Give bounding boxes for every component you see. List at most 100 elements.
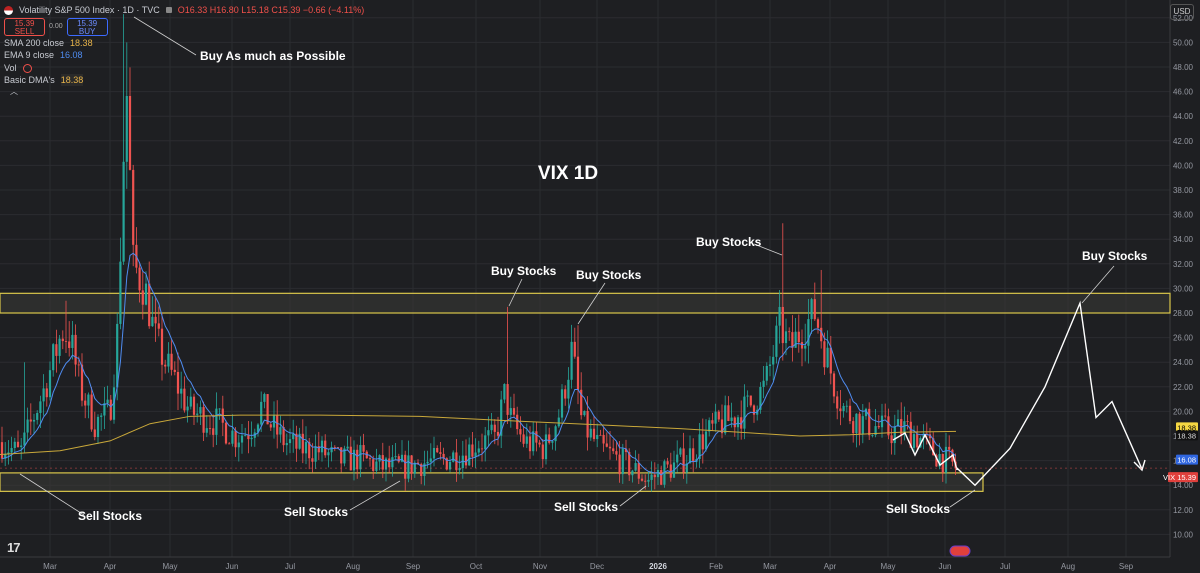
candle-body bbox=[820, 327, 823, 342]
candle-body bbox=[599, 434, 602, 436]
y-tick-label: 40.00 bbox=[1173, 161, 1194, 170]
candle-body bbox=[708, 420, 711, 432]
candle-body bbox=[420, 464, 423, 476]
candle-body bbox=[282, 427, 285, 446]
candle-body bbox=[839, 408, 842, 412]
candle-body bbox=[676, 454, 679, 463]
x-tick-label: May bbox=[880, 562, 895, 571]
candle-body bbox=[10, 447, 13, 453]
annotation-pointer bbox=[133, 16, 197, 56]
candle-body bbox=[858, 413, 861, 435]
candle-body bbox=[912, 434, 916, 448]
indicator-sma[interactable]: SMA 200 close 18.38 bbox=[4, 37, 93, 48]
candle-body bbox=[775, 325, 778, 357]
candle-body bbox=[608, 446, 612, 449]
price-label: 18.38 bbox=[1177, 423, 1196, 432]
candle-body bbox=[32, 419, 36, 422]
candle-body bbox=[381, 455, 384, 470]
zone-rect bbox=[0, 292, 1171, 314]
candle-body bbox=[71, 334, 74, 348]
y-tick-label: 46.00 bbox=[1173, 88, 1194, 97]
candle-body bbox=[682, 448, 685, 473]
candle-body bbox=[653, 474, 656, 478]
candle-body bbox=[263, 394, 266, 402]
price-label-bg bbox=[1168, 472, 1198, 483]
y-tick-label: 14.00 bbox=[1173, 481, 1194, 490]
annotation-label: Buy Stocks bbox=[491, 264, 557, 278]
symbol-title[interactable]: Volatility S&P 500 Index · 1D · TVC bbox=[19, 5, 160, 15]
candle-body bbox=[154, 316, 157, 324]
annotation-pointer bbox=[19, 473, 85, 516]
candle-body bbox=[471, 444, 474, 457]
x-tick-label: Oct bbox=[470, 562, 483, 571]
candle-body bbox=[407, 455, 410, 479]
candle-body bbox=[167, 353, 170, 367]
candle-body bbox=[58, 338, 61, 356]
price-label: 16.08 bbox=[1177, 456, 1196, 465]
candle-body bbox=[650, 474, 653, 480]
candle-body bbox=[688, 448, 692, 464]
price-label-bg bbox=[1176, 430, 1198, 441]
candle-body bbox=[759, 386, 762, 410]
candle-body bbox=[666, 461, 669, 465]
candle-body bbox=[240, 435, 244, 443]
y-tick-label: 28.00 bbox=[1173, 309, 1194, 318]
candle-body bbox=[733, 417, 736, 428]
candle-body bbox=[567, 379, 570, 399]
candle-body bbox=[746, 395, 749, 397]
sell-button[interactable]: 15.39 SELL bbox=[4, 18, 45, 36]
candle-body bbox=[461, 455, 464, 469]
x-tick-label: Jun bbox=[226, 562, 239, 571]
candle-body bbox=[928, 434, 932, 439]
candle-body bbox=[903, 421, 906, 435]
candle-body bbox=[474, 452, 477, 457]
candle-body bbox=[205, 428, 208, 433]
market-status-icon bbox=[165, 7, 172, 13]
y-tick-label: 36.00 bbox=[1173, 211, 1194, 220]
indicator-vol[interactable]: Vol bbox=[4, 62, 364, 74]
x-tick-label: Apr bbox=[104, 562, 117, 571]
x-tick-label: May bbox=[162, 562, 177, 571]
collapse-chevron-icon[interactable]: ︿ bbox=[10, 87, 18, 96]
candle-body bbox=[36, 413, 39, 420]
candle-body bbox=[61, 338, 64, 342]
candle-body bbox=[832, 373, 836, 397]
candle-body bbox=[0, 442, 4, 459]
candle-body bbox=[810, 299, 813, 320]
candle-body bbox=[90, 394, 93, 430]
indicator-ema[interactable]: EMA 9 close 16.08 bbox=[4, 50, 83, 60]
candle-body bbox=[538, 442, 541, 445]
candle-body bbox=[87, 394, 90, 406]
event-marker-icon bbox=[949, 545, 971, 557]
candle-body bbox=[439, 452, 442, 454]
candle-body bbox=[208, 428, 212, 429]
indicator-dma[interactable]: Basic DMA's 18.38 bbox=[4, 74, 84, 86]
candle-body bbox=[346, 446, 349, 449]
candle-body bbox=[580, 389, 583, 416]
currency-badge[interactable]: USD bbox=[1170, 4, 1194, 20]
candle-body bbox=[170, 353, 173, 370]
candle-body bbox=[717, 411, 720, 420]
candle-body bbox=[880, 415, 884, 428]
candle-body bbox=[148, 283, 151, 327]
candle-body bbox=[948, 446, 951, 450]
candle-body bbox=[157, 323, 160, 329]
candle-body bbox=[308, 441, 311, 459]
annotation-pointer bbox=[508, 278, 523, 307]
candle-body bbox=[628, 452, 631, 476]
buy-button[interactable]: 15.39 BUY bbox=[66, 18, 108, 36]
x-tick-label: Jul bbox=[1000, 562, 1010, 571]
candle-body bbox=[164, 364, 167, 367]
candle-body bbox=[384, 458, 388, 470]
tradingview-logo: 17 bbox=[7, 540, 21, 555]
y-tick-label: 52.00 bbox=[1173, 14, 1194, 23]
candle-body bbox=[490, 424, 493, 431]
candle-body bbox=[173, 369, 176, 372]
candle-body bbox=[698, 434, 701, 460]
candle-body bbox=[448, 461, 452, 470]
candle-body bbox=[528, 436, 532, 452]
candle-body bbox=[183, 388, 186, 411]
candle-body bbox=[285, 443, 288, 446]
candle-body bbox=[106, 399, 109, 404]
